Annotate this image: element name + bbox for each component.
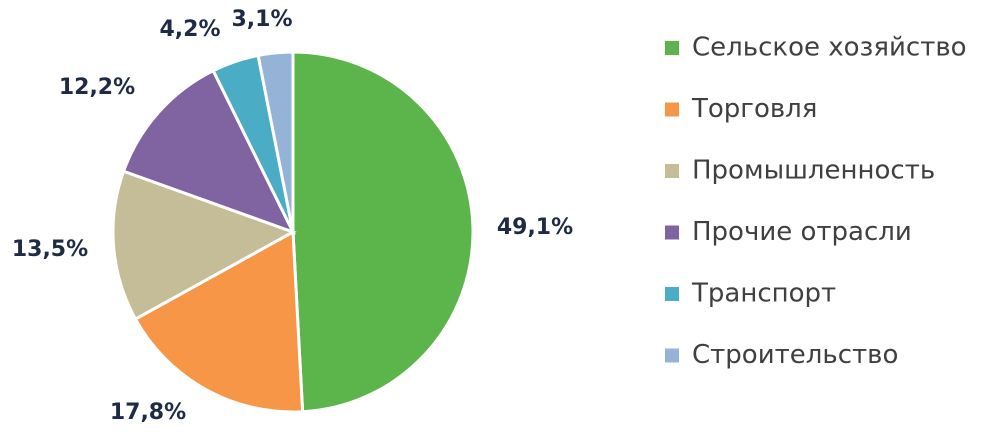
pie-slice <box>291 50 475 414</box>
legend-label: Прочие отрасли <box>692 217 912 247</box>
pie-slice <box>121 68 296 235</box>
pie-slice <box>133 229 305 414</box>
data-label: 13,5% <box>12 237 88 262</box>
legend-swatch <box>665 225 679 240</box>
legend-label: Транспорт <box>691 279 836 309</box>
data-label: 3,1% <box>231 7 292 32</box>
legend-swatch <box>665 164 679 178</box>
data-label: 12,2% <box>59 75 135 100</box>
legend-swatch <box>665 287 679 301</box>
legend-label: Промышленность <box>692 156 935 186</box>
legend-swatch <box>665 102 679 117</box>
legend-swatch <box>665 41 679 55</box>
legend-label: Строительство <box>692 340 898 370</box>
legend-label: Торговля <box>691 94 817 124</box>
legend-label: Сельское хозяйство <box>692 33 967 63</box>
pie-slice <box>111 169 297 322</box>
legend-swatch <box>665 348 679 363</box>
pie-slice <box>256 50 295 233</box>
data-label: 17,8% <box>110 400 186 425</box>
data-label: 4,2% <box>159 17 220 42</box>
data-label: 49,1% <box>497 215 573 240</box>
